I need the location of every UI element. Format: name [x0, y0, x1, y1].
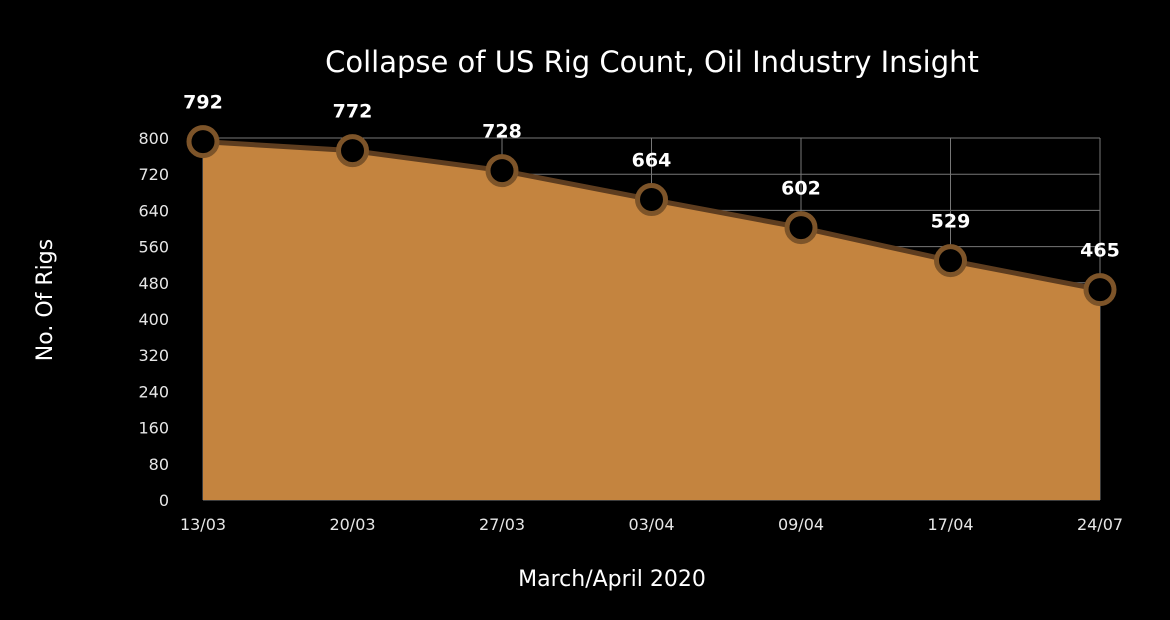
data-point	[934, 244, 967, 278]
data-point	[485, 154, 519, 188]
area-fill	[203, 141, 1100, 500]
y-tick-label: 640	[138, 201, 169, 220]
data-label: 792	[183, 92, 223, 114]
y-tick-label: 160	[138, 419, 169, 438]
x-tick-label: 03/04	[628, 515, 674, 534]
data-label: 465	[1080, 240, 1120, 262]
data-point	[784, 211, 818, 245]
x-tick-label: 24/07	[1077, 515, 1123, 534]
x-tick-label: 09/04	[778, 515, 824, 534]
x-axis-label: March/April 2020	[518, 567, 706, 592]
y-tick-label: 240	[138, 382, 169, 401]
y-axis-label: No. Of Rigs	[33, 239, 58, 361]
y-tick-label: 480	[138, 274, 169, 293]
data-point	[186, 125, 220, 159]
y-tick-label: 800	[138, 129, 169, 148]
x-tick-label: 27/03	[479, 515, 525, 534]
y-tick-label: 0	[159, 491, 169, 510]
chart-title: Collapse of US Rig Count, Oil Industry I…	[325, 45, 979, 79]
y-tick-label: 320	[138, 346, 169, 365]
y-tick-label: 80	[149, 455, 169, 474]
data-label: 728	[482, 121, 522, 143]
data-label: 602	[781, 178, 821, 200]
y-tick-label: 560	[138, 238, 169, 257]
data-point	[1083, 273, 1117, 307]
y-tick-label: 400	[138, 310, 169, 329]
x-tick-label: 13/03	[180, 515, 226, 534]
data-labels: 792 772 728 664 602 529 465	[183, 92, 1120, 262]
x-axis-ticks: 13/03 20/03 27/03 03/04 09/04 17/04 24/07	[180, 515, 1123, 534]
markers	[186, 125, 1117, 307]
data-point	[635, 183, 668, 217]
data-label: 529	[931, 211, 971, 233]
x-tick-label: 20/03	[329, 515, 375, 534]
data-point	[336, 134, 369, 168]
data-label: 772	[333, 101, 373, 123]
data-label: 664	[632, 150, 672, 172]
y-axis-ticks: 0 80 160 240 320 400 480 560 640 720 800	[138, 129, 169, 510]
y-tick-label: 720	[138, 165, 169, 184]
x-tick-label: 17/04	[927, 515, 973, 534]
